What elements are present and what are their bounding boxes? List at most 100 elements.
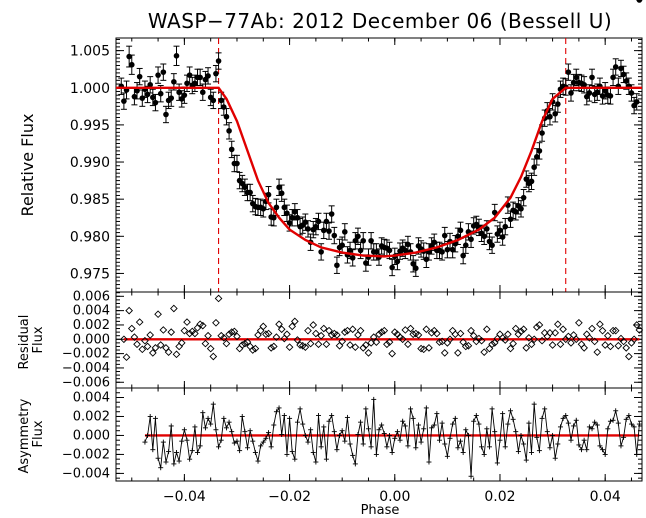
asymmetry-marker (513, 429, 519, 435)
residual-marker (335, 341, 344, 350)
y-tick-label: 0.000 (73, 332, 110, 347)
residual-marker (375, 330, 383, 339)
flux-marker (547, 113, 553, 120)
asymmetry-marker (239, 413, 245, 419)
asymmetry-marker (431, 422, 437, 428)
asymmetry-marker (576, 442, 582, 448)
residual-marker (267, 344, 276, 352)
flux-point (489, 236, 496, 254)
flux-marker (586, 90, 593, 96)
residual-marker (227, 328, 236, 336)
residual-marker (440, 349, 449, 357)
flux-points (118, 0, 643, 277)
asymmetry-marker (413, 445, 419, 451)
flux-point (536, 142, 543, 160)
flux-marker (618, 65, 624, 72)
residual-marker (130, 333, 139, 341)
residual-marker (125, 306, 133, 315)
asymmetry-marker (502, 444, 508, 450)
residual-marker (448, 326, 457, 335)
asymmetry-marker (318, 444, 324, 450)
asymmetry-marker (176, 458, 182, 464)
residual-ylabel: Residual Flux (17, 310, 46, 369)
residual-marker (317, 331, 325, 340)
flux-marker (539, 130, 545, 136)
flux-point (531, 158, 538, 176)
flux-point (352, 232, 359, 250)
asymmetry-marker (184, 437, 190, 443)
asymmetry-marker (510, 416, 516, 422)
asymmetry-marker (305, 439, 311, 445)
residual-marker (170, 304, 178, 313)
asymmetry-marker (294, 419, 300, 425)
flux-point (389, 258, 396, 277)
residual-marker (556, 340, 565, 349)
asymmetry-marker (605, 426, 611, 432)
flux-marker (339, 242, 345, 249)
asymmetry-marker (544, 429, 550, 435)
asymmetry-marker (447, 435, 453, 441)
residual-marker (464, 341, 473, 350)
flux-point (554, 95, 561, 113)
asymmetry-marker (607, 418, 613, 424)
flux-marker (633, 99, 640, 105)
asymmetry-panel: −0.004 −0.002 0.000 0.002 0.004 −0.04 −0.02 0.0… (17, 387, 643, 518)
residual-marker (625, 352, 633, 361)
flux-point (494, 225, 501, 243)
flux-point (149, 88, 156, 107)
flux-marker (534, 154, 540, 160)
asymmetry-marker (521, 441, 527, 447)
asymmetry-marker (342, 438, 348, 444)
flux-point (320, 221, 327, 240)
flux-point (552, 105, 559, 123)
flux-point (589, 68, 596, 87)
asymmetry-marker (168, 423, 174, 429)
flux-marker (449, 246, 456, 253)
asymmetry-marker (529, 450, 535, 456)
flux-point (155, 66, 162, 84)
residual-marker (435, 338, 444, 346)
residual-marker (291, 317, 299, 326)
asymmetry-marker (323, 456, 329, 462)
flux-marker (507, 216, 514, 223)
residual-marker (596, 320, 604, 329)
residual-marker (301, 343, 310, 352)
flux-marker (394, 258, 401, 265)
flux-point (173, 45, 180, 66)
asymmetry-marker (613, 408, 619, 414)
flux-point (636, 0, 643, 3)
residual-marker (141, 336, 149, 345)
flux-point (518, 200, 525, 218)
residual-marker (272, 333, 281, 341)
residual-marker (156, 341, 165, 349)
residual-marker (467, 326, 475, 335)
asymmetry-ylabel-line-2: Flux (31, 420, 46, 447)
asymmetry-marker (439, 420, 445, 426)
residual-marker (133, 340, 141, 349)
asymmetry-marker (450, 421, 456, 427)
residual-marker (262, 330, 270, 339)
residual-marker (209, 352, 218, 361)
asymmetry-marker (365, 426, 371, 432)
flux-marker (326, 228, 332, 234)
flux-marker (155, 72, 161, 78)
flux-marker (215, 58, 222, 64)
flux-point (197, 68, 204, 87)
asymmetry-marker (152, 415, 158, 421)
flux-point (136, 67, 143, 86)
y-tick-label: −0.002 (62, 447, 110, 462)
flux-marker (481, 233, 488, 240)
flux-marker (171, 79, 177, 85)
asymmetry-marker (610, 417, 616, 423)
asymmetry-marker (197, 443, 203, 449)
asymmetry-marker (539, 415, 545, 421)
y-tick-label: 0.002 (73, 409, 110, 424)
residual-marker (275, 320, 283, 329)
y-tick-label: 1.005 (70, 44, 110, 60)
asymmetry-marker (284, 451, 290, 457)
y-tick-label: 0.990 (70, 155, 110, 171)
asymmetry-marker (160, 439, 166, 445)
asymmetry-marker (142, 439, 148, 445)
y-tick-label: 0.006 (73, 289, 110, 304)
